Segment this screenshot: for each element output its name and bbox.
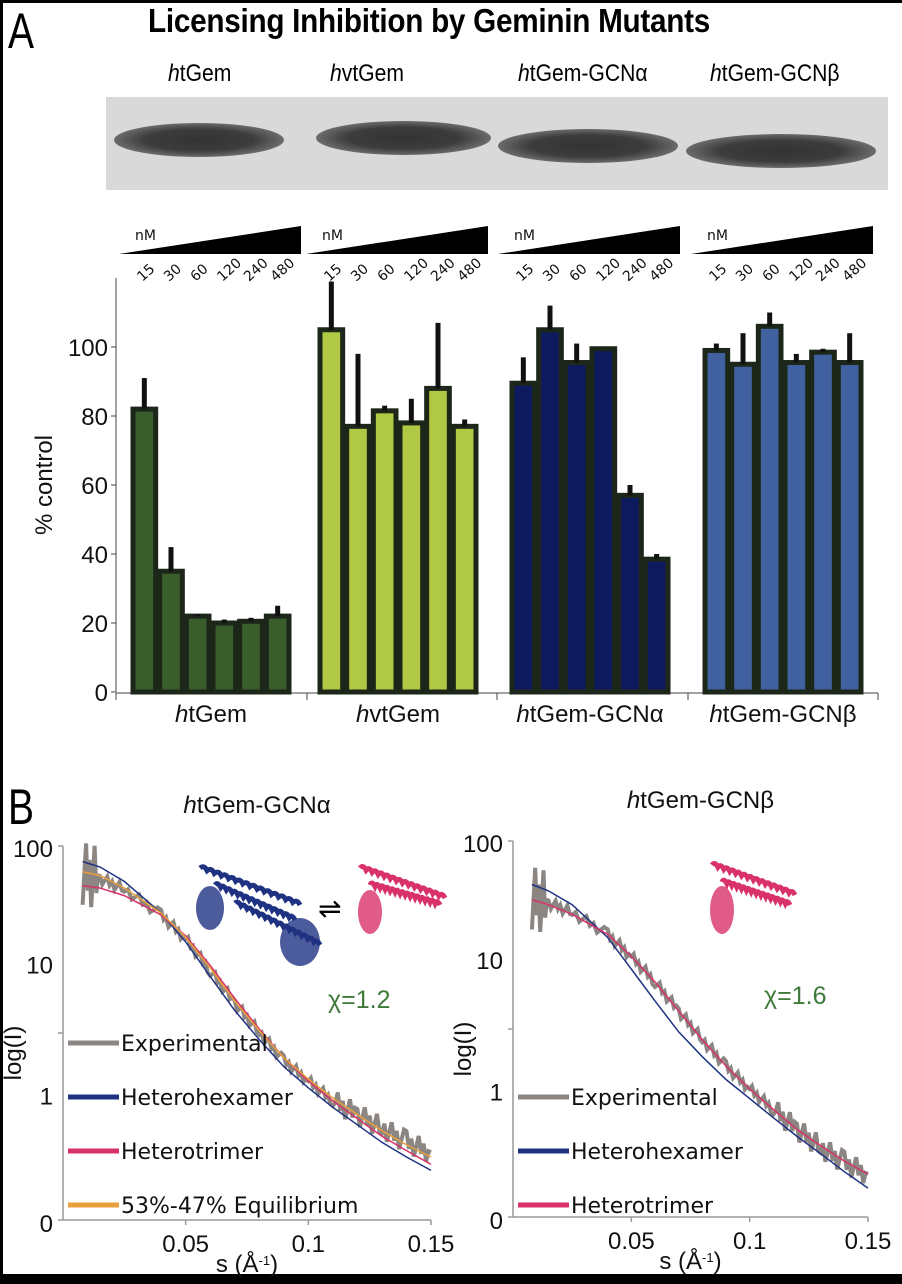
y-axis-label: log(I) <box>450 1022 477 1077</box>
domain-blob <box>710 886 734 934</box>
x-axis-label: s (Å-1) <box>659 1247 721 1275</box>
y-tick-label: 100 <box>13 836 53 863</box>
chi-annotation: χ=1.2 <box>328 986 390 1014</box>
x-tick-label: 0.15 <box>845 1228 892 1255</box>
gel-band <box>686 134 876 168</box>
legend-label: Heterohexamer <box>121 1086 294 1111</box>
gel-lane-label-gcna: htGem-GCNα <box>518 60 648 88</box>
heterohexamer-structure-icon <box>196 864 323 966</box>
y-axis-label: log(I) <box>0 1026 27 1081</box>
y-tick-label: 40 <box>81 542 108 569</box>
gel-lane-rest: tGem-GCNα <box>529 60 648 87</box>
y-tick-label: 20 <box>81 611 108 638</box>
helix <box>213 881 298 923</box>
gel-lane-prefix: h <box>518 60 530 87</box>
series-heterotrimer <box>531 898 869 1175</box>
domain-blob <box>358 890 382 934</box>
gel-lane-prefix: h <box>330 60 342 87</box>
figure-border-bottom <box>0 1274 902 1284</box>
gel-lane-label-gcnb: htGem-GCNβ <box>710 60 840 88</box>
gel-lane-rest: tGem-GCNβ <box>721 60 840 87</box>
gel-lane-rest: vtGem <box>341 60 404 87</box>
panel-b-letter: B <box>8 779 35 835</box>
bar <box>589 346 618 695</box>
domain-blob <box>196 886 224 930</box>
concentration-wedge <box>306 226 488 254</box>
legend-label: Experimental <box>571 1086 718 1111</box>
gel-lane-prefix: h <box>710 60 722 87</box>
group-label: htGem-GCNβ <box>709 701 856 728</box>
concentration-unit-label: nM <box>322 228 343 244</box>
concentration-unit-label: nM <box>514 228 535 244</box>
concentration-wedge <box>498 226 680 254</box>
concentration-wedge <box>691 226 873 254</box>
figure-border-left <box>0 0 3 1284</box>
x-tick-label: 0.1 <box>292 1231 325 1258</box>
y-tick-label: 0 <box>40 1211 53 1238</box>
gel-band <box>316 121 491 155</box>
x-tick-label: 0.15 <box>408 1231 455 1258</box>
group-label: hvtGem <box>356 701 440 728</box>
y-axis-label: % control <box>31 435 58 535</box>
legend-label: Heterohexamer <box>571 1140 744 1165</box>
helix <box>198 864 303 907</box>
x-tick-label: 0.05 <box>608 1228 655 1255</box>
y-tick-label: 10 <box>26 952 53 979</box>
panel-a-letter: A <box>8 3 35 59</box>
group-label: htGem <box>175 701 247 728</box>
figure-border-top <box>0 0 902 3</box>
heterotrimer-structure-icon <box>358 864 448 934</box>
gel-band <box>114 123 284 157</box>
figure-title: Licensing Inhibition by Geminin Mutants <box>148 2 711 39</box>
gel-lane-rest: tGem <box>179 60 232 87</box>
chi-annotation: χ=1.6 <box>764 982 826 1010</box>
gel-lane-label-hvtgem: hvtGem <box>330 60 404 88</box>
series-heterohexamer <box>82 860 432 1172</box>
heterotrimer-structure-icon <box>710 861 798 934</box>
helix <box>719 877 793 910</box>
concentration-wedge <box>119 226 301 254</box>
domain-blob <box>280 918 320 966</box>
helix <box>367 880 443 910</box>
y-tick-label: 100 <box>68 335 108 362</box>
western-blot-gel <box>106 97 888 190</box>
helix <box>358 864 448 901</box>
y-tick-label: 80 <box>81 404 108 431</box>
y-tick-label: 0 <box>490 1208 503 1235</box>
legend-label: Heterotrimer <box>571 1194 714 1219</box>
y-tick-label: 60 <box>81 473 108 500</box>
gel-band <box>498 129 678 163</box>
y-tick-label: 100 <box>463 831 503 858</box>
y-tick-label: 0 <box>95 680 108 707</box>
helix <box>710 861 798 898</box>
gel-lane-prefix: h <box>168 60 180 87</box>
series-53-47-equilibrium <box>82 871 432 1158</box>
plot-title: htGem-GCNβ <box>627 787 774 814</box>
legend-label: 53%-47% Equilibrium <box>121 1194 358 1219</box>
plot-title: htGem-GCNα <box>183 792 330 819</box>
x-tick-label: 0.05 <box>162 1231 209 1258</box>
series-heterotrimer <box>82 884 432 1165</box>
series-heterohexamer <box>531 883 869 1189</box>
x-axis-label: s (Å-1) <box>216 1250 278 1278</box>
group-label: htGem-GCNα <box>516 701 663 728</box>
concentration-unit-label: nM <box>707 228 728 244</box>
x-tick-label: 0.1 <box>733 1228 766 1255</box>
legend-label: Heterotrimer <box>121 1140 264 1165</box>
gel-lane-label-htgem: htGem <box>168 60 231 88</box>
legend-label: Experimental <box>121 1032 268 1057</box>
y-tick-label: 10 <box>476 948 503 975</box>
series-experimental <box>529 867 869 1184</box>
y-tick-label: 1 <box>490 1080 503 1107</box>
y-tick-label: 1 <box>40 1083 53 1110</box>
concentration-unit-label: nM <box>135 228 156 244</box>
equilibrium-arrows-icon: ⇌ <box>318 892 341 925</box>
